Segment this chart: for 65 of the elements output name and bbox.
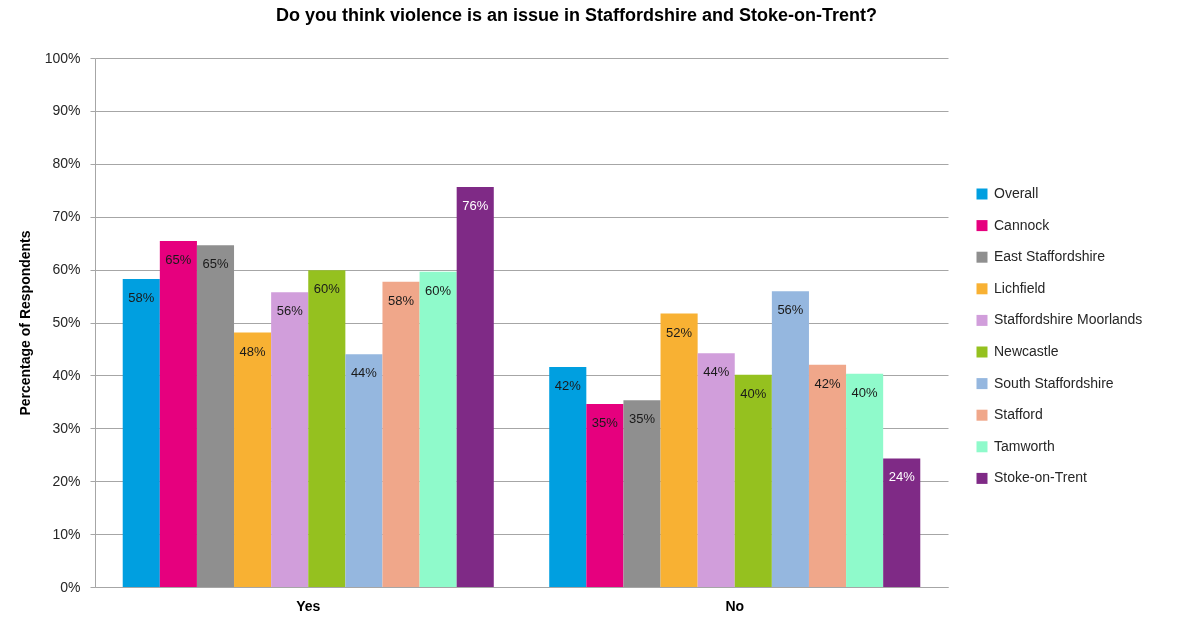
y-tick-label: 30%	[52, 419, 81, 436]
y-tick-label: 50%	[52, 314, 81, 330]
x-tick-label: Yes	[296, 597, 321, 614]
y-tick-label: 90%	[52, 102, 81, 119]
legend-label: Overall	[994, 185, 1039, 201]
legend-label: Stafford	[994, 406, 1043, 423]
legend-label: Lichfield	[994, 279, 1046, 296]
bar	[456, 187, 494, 587]
legend-label: East Staffordshire	[994, 248, 1106, 265]
data-label: 24%	[888, 469, 916, 485]
bar	[159, 241, 197, 587]
legend-label: Stoke-on-Trent	[994, 469, 1087, 486]
bar	[623, 400, 661, 587]
bar	[419, 271, 457, 587]
x-tick-label: No	[725, 597, 745, 614]
data-label: 65%	[165, 252, 192, 268]
data-label: 35%	[591, 414, 619, 430]
y-tick-label: 0%	[60, 578, 81, 595]
bar	[586, 403, 624, 587]
data-label: 58%	[128, 290, 155, 306]
data-label: 52%	[666, 324, 693, 340]
bar	[771, 291, 809, 587]
data-label: 48%	[239, 343, 267, 359]
data-label: 60%	[313, 281, 341, 297]
legend-label: Staffordshire Moorlands	[994, 311, 1143, 328]
bar	[196, 245, 235, 587]
y-tick-label: 100%	[44, 49, 81, 66]
data-label: 44%	[350, 365, 378, 381]
legend-label: Newcastle	[994, 343, 1059, 359]
data-label: 56%	[777, 302, 804, 318]
bar	[697, 353, 735, 587]
data-label: 65%	[202, 256, 229, 272]
y-tick-label: 80%	[52, 155, 81, 172]
bar	[271, 292, 309, 587]
bar	[549, 366, 587, 587]
legend-label: Cannock	[994, 216, 1051, 233]
y-tick-label: 10%	[52, 525, 81, 542]
y-tick-label: 40%	[52, 366, 81, 383]
bar	[234, 332, 272, 587]
data-label: 58%	[388, 292, 415, 308]
data-label: 76%	[462, 198, 489, 214]
chart-title: Do you think violence is an issue in Staffordshire and Stoke-on-Trent?	[275, 5, 878, 25]
bar	[382, 281, 420, 587]
legend-label: Tamworth	[994, 437, 1055, 454]
bar	[308, 270, 346, 587]
y-tick-label: 60%	[52, 261, 81, 278]
y-axis-title: Percentage of Respondents	[16, 230, 33, 416]
bar	[345, 354, 383, 587]
data-label: 44%	[703, 364, 730, 380]
data-label: 42%	[814, 375, 841, 391]
data-label: 40%	[740, 385, 767, 401]
bar	[808, 364, 847, 587]
data-label: 60%	[425, 282, 452, 298]
bar	[122, 279, 160, 587]
data-label: 35%	[628, 411, 656, 427]
bar	[846, 373, 884, 587]
data-label: 42%	[554, 377, 582, 393]
data-label: 56%	[276, 303, 304, 319]
y-tick-label: 70%	[52, 208, 81, 225]
bar	[883, 458, 921, 587]
data-label: 40%	[851, 384, 879, 400]
bar	[734, 374, 772, 587]
y-tick-label: 20%	[52, 472, 81, 489]
legend-label: South Staffordshire	[994, 374, 1114, 391]
bar	[660, 313, 698, 587]
